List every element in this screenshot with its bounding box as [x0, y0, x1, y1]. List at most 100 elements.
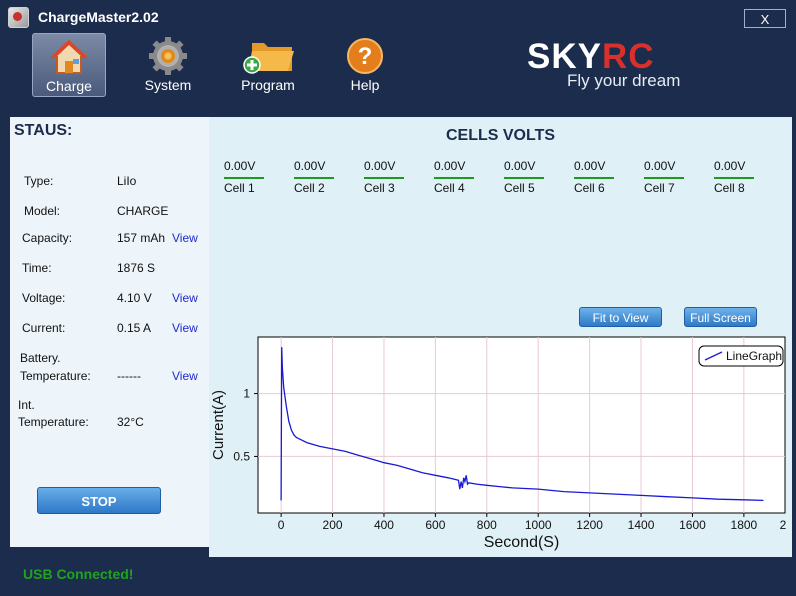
x-tick-label: 1400: [628, 518, 655, 532]
current-label: Current:: [22, 321, 66, 335]
battery-temp-label-line1: Battery.: [20, 351, 61, 365]
cell-7: 0.00V Cell 7: [644, 159, 689, 195]
cell-divider: [364, 177, 404, 179]
toolbar-system-button[interactable]: System: [131, 33, 205, 97]
capacity-value: 157 mAh: [117, 231, 166, 245]
cell-name: Cell 1: [224, 181, 255, 195]
status-bar: USB Connected!: [0, 557, 796, 596]
cell-divider: [294, 177, 334, 179]
full-screen-button[interactable]: Full Screen: [684, 307, 757, 327]
cell-divider: [224, 177, 264, 179]
cell-name: Cell 3: [364, 181, 395, 195]
battery-temp-label-line2: Temperature:: [20, 369, 91, 383]
x-tick-label: 1600: [679, 518, 706, 532]
x-axis-label: Second(S): [484, 534, 560, 551]
legend-box: [698, 345, 784, 367]
cell-4: 0.00V Cell 4: [434, 159, 479, 195]
model-value: CHARGE: [117, 204, 169, 218]
toolbar: Charge System: [0, 33, 796, 113]
cell-voltage: 0.00V: [364, 159, 396, 173]
help-icon: ?: [347, 38, 383, 74]
y-tick-label: 1: [243, 387, 250, 401]
cell-name: Cell 2: [294, 181, 325, 195]
toolbar-label: Program: [241, 77, 295, 93]
toolbar-label: Charge: [46, 78, 92, 94]
time-value: 1876 S: [117, 261, 156, 275]
voltage-view-link[interactable]: View: [172, 291, 198, 305]
type-label: Type:: [24, 174, 54, 188]
x-tick-label: 1800: [731, 518, 758, 532]
fit-to-view-button[interactable]: Fit to View: [579, 307, 662, 327]
cell-8: 0.00V Cell 8: [714, 159, 759, 195]
current-chart: 0 200 400 600 800 1000 1200 1400 1600 1800 2 0.5 1 Se…: [209, 329, 792, 557]
toolbar-program-button[interactable]: Program: [231, 33, 305, 97]
cell-divider: [504, 177, 544, 179]
cell-1: 0.00V Cell 1: [224, 159, 269, 195]
int-temp-label-line2: Temperature:: [18, 415, 89, 429]
stop-button[interactable]: STOP: [37, 487, 161, 514]
cell-name: Cell 7: [644, 181, 675, 195]
toolbar-charge-button[interactable]: Charge: [32, 33, 106, 97]
usb-status: USB Connected!: [23, 566, 134, 582]
svg-text:?: ?: [358, 43, 373, 70]
y-tick-label: 0.5: [233, 449, 250, 463]
main-panel: CELLS VOLTS 0.00V Cell 1 0.00V Cell 2 0.…: [209, 117, 792, 557]
capacity-label: Capacity:: [22, 231, 73, 245]
close-button[interactable]: X: [744, 9, 786, 28]
cell-name: Cell 8: [714, 181, 745, 195]
plot-area: [257, 336, 786, 514]
cell-divider: [714, 177, 754, 179]
x-tick-label: 0: [278, 518, 285, 532]
x-tick-label: 200: [323, 518, 343, 532]
series-line: [280, 347, 764, 502]
cell-name: Cell 4: [434, 181, 465, 195]
cells-volts-title: CELLS VOLTS: [445, 127, 556, 144]
cell-divider: [434, 177, 474, 179]
status-panel: STAUS: Type: LiIo Model: CHARGE Capacity…: [10, 117, 209, 547]
title-bar: ChargeMaster2.02 X: [0, 0, 796, 33]
cell-voltage: 0.00V: [434, 159, 466, 173]
voltage-value: 4.10 V: [117, 291, 152, 305]
battery-temp-view-link[interactable]: View: [172, 369, 198, 383]
window-title: ChargeMaster2.02: [38, 9, 159, 25]
cell-2: 0.00V Cell 2: [294, 159, 339, 195]
cell-voltage: 0.00V: [224, 159, 256, 173]
x-tick-label: 2: [780, 518, 787, 532]
current-view-link[interactable]: View: [172, 321, 198, 335]
cell-3: 0.00V Cell 3: [364, 159, 409, 195]
cell-5: 0.00V Cell 5: [504, 159, 549, 195]
time-label: Time:: [22, 261, 52, 275]
int-temp-label-line1: Int.: [18, 398, 35, 412]
int-temp-value: 32°C: [117, 415, 144, 429]
y-axis-label: Current(A): [210, 390, 227, 460]
cell-voltage: 0.00V: [504, 159, 536, 173]
app-icon: [8, 7, 29, 28]
brand-tagline: Fly your dream: [567, 71, 681, 90]
x-tick-label: 400: [374, 518, 394, 532]
cell-voltage: 0.00V: [574, 159, 606, 173]
current-chart-svg: 0 200 400 600 800 1000 1200 1400 1600 1800 2 0.5 1 Se…: [210, 336, 787, 551]
type-value: LiIo: [117, 174, 137, 188]
toolbar-help-button[interactable]: ? Help: [328, 33, 402, 97]
status-title: STAUS:: [14, 122, 73, 139]
legend-label: LineGraph: [726, 349, 782, 363]
cell-voltage: 0.00V: [644, 159, 676, 173]
current-value: 0.15 A: [117, 321, 152, 335]
toolbar-label: System: [144, 77, 192, 93]
x-tick-label: 600: [425, 518, 445, 532]
capacity-view-link[interactable]: View: [172, 231, 198, 245]
toolbar-label: Help: [350, 77, 380, 93]
x-tick-label: 800: [477, 518, 497, 532]
home-icon: [49, 39, 89, 74]
cell-6: 0.00V Cell 6: [574, 159, 619, 195]
x-tick-label: 1000: [525, 518, 552, 532]
x-tick-label: 1200: [576, 518, 603, 532]
legend-swatch: [704, 351, 723, 361]
cell-divider: [644, 177, 684, 179]
cell-divider: [574, 177, 614, 179]
cell-voltage: 0.00V: [294, 159, 326, 173]
gear-icon: [149, 37, 187, 75]
skyrc-logo: SKYRC Fly your dream: [527, 37, 681, 90]
cell-name: Cell 6: [574, 181, 605, 195]
voltage-label: Voltage:: [22, 291, 66, 305]
